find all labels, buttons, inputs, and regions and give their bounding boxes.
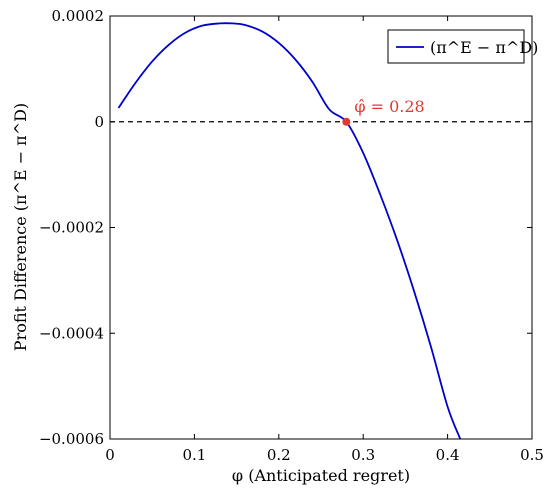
y-ticks-layer: 0.0002 0 −0.0002 −0.0004 −0.0006 bbox=[39, 7, 532, 448]
x-axis-label: φ (Anticipated regret) bbox=[232, 466, 410, 485]
threshold-label: φ̂ = 0.28 bbox=[354, 97, 424, 116]
x-ticks-layer: 0 0.1 0.2 0.3 0.4 0.5 bbox=[105, 16, 544, 464]
series-line-0 bbox=[117, 22, 462, 439]
y-tick-label: 0.0002 bbox=[52, 7, 105, 25]
legend: (π^E − π^D) bbox=[387, 29, 538, 64]
x-tick-label: 0.2 bbox=[267, 446, 291, 464]
y-tick-label: −0.0002 bbox=[39, 219, 104, 237]
x-tick-label: 0.1 bbox=[182, 446, 206, 464]
x-tick-label: 0.5 bbox=[520, 446, 544, 464]
x-tick-label: 0.4 bbox=[436, 446, 460, 464]
x-tick-label: 0 bbox=[105, 446, 115, 464]
series-layer bbox=[117, 22, 462, 439]
plot-frame bbox=[109, 15, 533, 440]
annotation-layer: φ̂ = 0.28 bbox=[342, 97, 425, 126]
y-tick-label: 0 bbox=[94, 113, 104, 131]
y-axis-label: Profit Difference (π^E − π^D) bbox=[11, 103, 30, 351]
x-tick-label: 0.3 bbox=[351, 446, 375, 464]
y-tick-label: −0.0004 bbox=[39, 324, 104, 342]
legend-label: (π^E − π^D) bbox=[430, 38, 538, 57]
y-tick-label: −0.0006 bbox=[39, 430, 104, 448]
threshold-point bbox=[342, 117, 351, 126]
